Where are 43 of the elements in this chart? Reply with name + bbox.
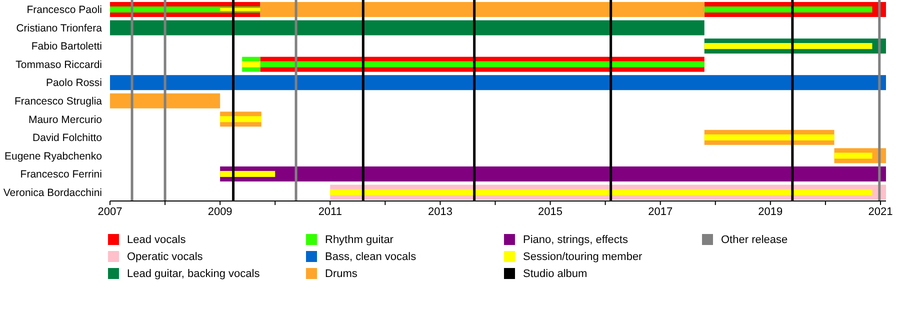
x-tick-label: 2013	[428, 206, 452, 218]
legend-label: Piano, strings, effects	[523, 234, 628, 246]
y-tick-label: Fabio Bartoletti	[31, 40, 102, 53]
bar	[220, 166, 886, 182]
legend-label: Other release	[721, 234, 788, 246]
y-tick-label: Eugene Ryabchenko	[4, 150, 102, 162]
legend-label: Lead guitar, backing vocals	[127, 268, 260, 280]
legend-label: Lead vocals	[127, 234, 186, 246]
legend-label: Bass, clean vocals	[325, 250, 416, 262]
bar	[704, 43, 872, 50]
y-tick-label: Veronica Bordacchini	[3, 186, 102, 199]
bar	[242, 61, 260, 68]
y-tick-label: Cristiano Trionfera	[16, 22, 102, 34]
bar	[110, 75, 886, 90]
y-tick-label: Paolo Rossi	[46, 77, 102, 90]
bar	[834, 152, 872, 159]
bar	[220, 116, 262, 122]
y-tick-label: Tommaso Riccardi	[16, 58, 102, 71]
x-tick-label: 2011	[318, 206, 342, 218]
x-tick-label: 2019	[758, 206, 783, 218]
bar	[330, 189, 872, 196]
x-tick-label: 2021	[868, 206, 893, 218]
y-tick-label: Francesco Paoli	[26, 4, 102, 16]
bar	[704, 134, 834, 140]
legend-label: Operatic vocals	[127, 250, 203, 262]
y-tick-label: Mauro Mercurio	[28, 114, 102, 126]
bar	[704, 6, 872, 12]
legend-label: Studio album	[523, 268, 588, 280]
x-tick-label: 2015	[538, 206, 563, 218]
bar	[260, 2, 704, 17]
bar	[220, 170, 276, 177]
x-tick-label: 2007	[98, 206, 122, 218]
y-tick-label: David Folchitto	[32, 132, 102, 144]
bar	[110, 93, 220, 108]
legend-label: Session/touring member	[523, 250, 642, 262]
x-tick-label: 2009	[208, 206, 232, 218]
legend-label: Drums	[325, 268, 358, 280]
y-tick-label: Francesco Struglia	[14, 96, 102, 108]
bar	[110, 20, 704, 36]
legend-label: Rhythm guitar	[325, 234, 394, 246]
y-tick-label: Francesco Ferrini	[20, 168, 102, 181]
x-tick-label: 2017	[648, 206, 673, 218]
bar	[260, 61, 704, 68]
